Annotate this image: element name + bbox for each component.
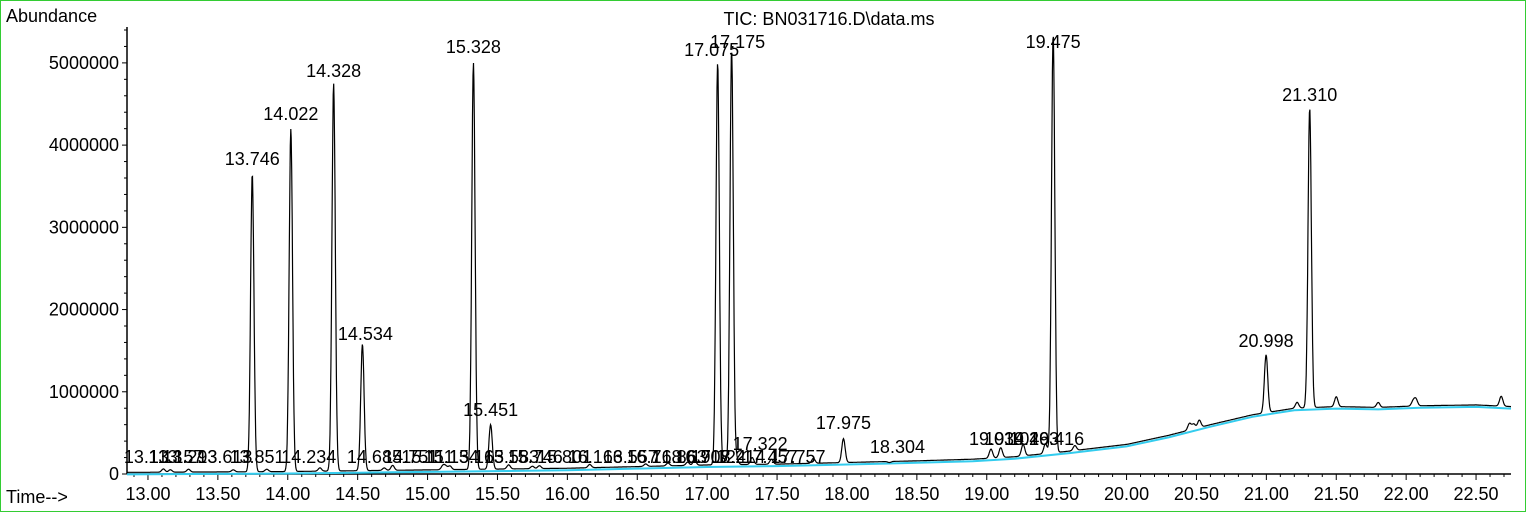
minor-peak-label: 15.163 [449,447,504,467]
minor-peak-label: 19.104 [984,429,1039,449]
y-tick-label: 2000000 [49,300,119,320]
minor-peak-label: 15.111 [401,447,453,467]
y-tick-label: 5000000 [49,53,119,73]
peak-label: 15.451 [463,400,518,420]
minor-peak-label: 16.908 [675,447,730,467]
y-axis-title: Abundance [6,6,97,26]
tick-group: 13.00 13.50 14.00 14.50 15.00 15.50 16.00 16.50… [49,29,1505,504]
minor-peak-label: 16.718 [627,447,682,467]
x-tick-label: 19.50 [1034,484,1079,504]
x-axis-title: Time--> [6,487,68,507]
minor-peak-label: 16.863 [652,447,707,467]
minor-peak-label: 13.293 [162,447,217,467]
peak-label: 13.746 [225,149,280,169]
minor-peak-label: 13.613 [197,447,252,467]
x-tick-label: 14.00 [265,484,310,504]
x-tick-label: 22.00 [1384,484,1429,504]
x-tick-label: 18.50 [894,484,939,504]
x-tick-label: 16.00 [545,484,590,504]
peak-label: 20.998 [1239,331,1294,351]
y-tick-label: 3000000 [49,217,119,237]
minor-peak-label: 15.583 [484,447,539,467]
x-tick-label: 20.00 [1104,484,1149,504]
peak-label: 14.328 [306,61,361,81]
peak-label: 17.175 [710,32,765,52]
tic-trace [127,36,1511,473]
peak-label: 17.075 [684,40,739,60]
y-tick-label: 0 [109,464,119,484]
minor-peak-label: 17.214 [710,447,765,467]
peak-label: 21.310 [1282,85,1337,105]
x-tick-label: 15.50 [475,484,520,504]
minor-peak-label: 13.113 [124,447,178,467]
minor-peak-label: 14.234 [281,447,336,467]
peak-label: 17.322 [733,434,788,454]
x-tick-label: 21.00 [1244,484,1289,504]
minor-peak-label: 13.157 [148,447,203,467]
minor-peak-label: 19.034 [969,429,1024,449]
minor-peak-label: 15.801 [537,447,592,467]
x-tick-label: 17.00 [685,484,730,504]
x-tick-label: 13.50 [195,484,240,504]
minor-peak-label: 19.263 [1004,429,1059,449]
peak-label: 17.975 [816,413,871,433]
x-tick-label: 19.00 [964,484,1009,504]
x-tick-label: 18.00 [824,484,869,504]
minor-peak-label: 15.746 [508,447,563,467]
minor-peak-label: 13.851 [229,447,284,467]
trace-group [126,36,1512,476]
x-tick-label: 21.50 [1314,484,1359,504]
peak-label: 15.328 [446,37,501,57]
x-tick-label: 22.50 [1454,484,1499,504]
x-tick-label: 14.50 [335,484,380,504]
x-tick-label: 20.50 [1174,484,1219,504]
minor-peak-label: 14.751 [383,447,438,467]
integration-baseline [126,405,1512,476]
peak-label-group: 13.746 14.022 14.328 14.534 15.328 15.451 17.0… [124,32,1337,467]
minor-peak-label: 14.685 [347,447,402,467]
peak-label: 14.534 [338,324,393,344]
minor-peak-label: 17.124 [691,447,746,467]
x-tick-label: 16.50 [615,484,660,504]
minor-peak-label: 17.457 [743,447,798,467]
minor-peak-label: 16.163 [568,447,623,467]
minor-peak-label: 19.416 [1029,429,1084,449]
x-tick-label: 15.00 [405,484,450,504]
chart-title: TIC: BN031716.D\data.ms [723,9,934,29]
minor-peak-label: 17.757 [770,447,825,467]
minor-peak-label: 15.134 [424,447,479,467]
x-tick-label: 17.50 [755,484,800,504]
x-tick-label: 13.00 [125,484,170,504]
peak-label: 19.475 [1026,32,1081,52]
y-tick-label: 1000000 [49,382,119,402]
minor-peak-label: 16.557 [603,447,658,467]
y-tick-label: 4000000 [49,135,119,155]
peak-label: 14.022 [263,104,318,124]
peak-label: 18.304 [870,437,925,457]
